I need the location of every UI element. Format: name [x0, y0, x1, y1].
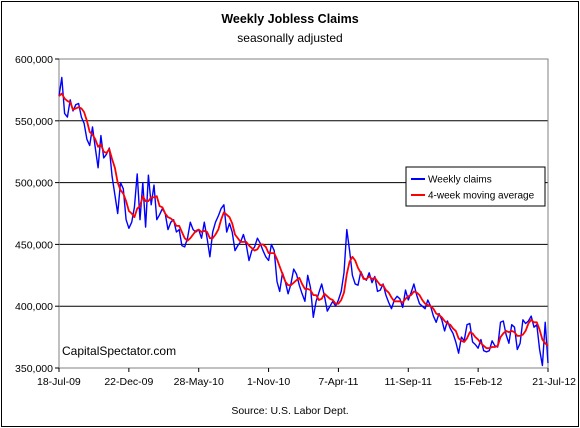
x-tick-label: 1-Nov-10 [247, 376, 290, 388]
x-tick-label: 18-Jul-09 [37, 376, 81, 388]
weekly-claims-line [58, 76, 549, 367]
watermark-annotation: CapitalSpectator.com [62, 344, 176, 358]
grid-lines [59, 120, 548, 307]
chart-subtitle: seasonally adjusted [237, 31, 342, 45]
x-tick-label: 22-Dec-09 [104, 376, 153, 388]
y-tick-label: 400,000 [15, 301, 53, 313]
plot-area [58, 58, 549, 369]
moving-average-line [58, 92, 549, 350]
chart-title: Weekly Jobless Claims [221, 12, 358, 26]
x-tick-label: 7-Apr-11 [318, 376, 358, 388]
series-lines [58, 76, 549, 367]
y-axis-ticks: 350,000 400,000 450,000 500,000 550,000 600,0… [15, 54, 59, 375]
x-tick-label: 21-Jul-12 [532, 376, 576, 388]
x-tick-label: 11-Sep-11 [385, 376, 433, 388]
legend-label: Weekly claims [428, 175, 492, 186]
y-tick-label: 600,000 [15, 54, 53, 66]
x-axis-ticks: 18-Jul-09 22-Dec-09 28-May-10 1-Nov-10 7-Apr… [37, 368, 576, 388]
source-note: Source: U.S. Labor Dept. [231, 405, 348, 417]
legend: Weekly claims 4-week moving average [405, 166, 546, 207]
y-tick-label: 350,000 [15, 363, 53, 375]
y-tick-label: 450,000 [15, 239, 53, 251]
y-tick-label: 500,000 [15, 178, 53, 190]
legend-label: 4-week moving average [428, 191, 535, 202]
legend-box [405, 166, 546, 207]
x-tick-label: 15-Feb-12 [454, 376, 503, 388]
y-tick-label: 550,000 [15, 116, 53, 128]
x-tick-label: 28-May-10 [174, 376, 224, 388]
